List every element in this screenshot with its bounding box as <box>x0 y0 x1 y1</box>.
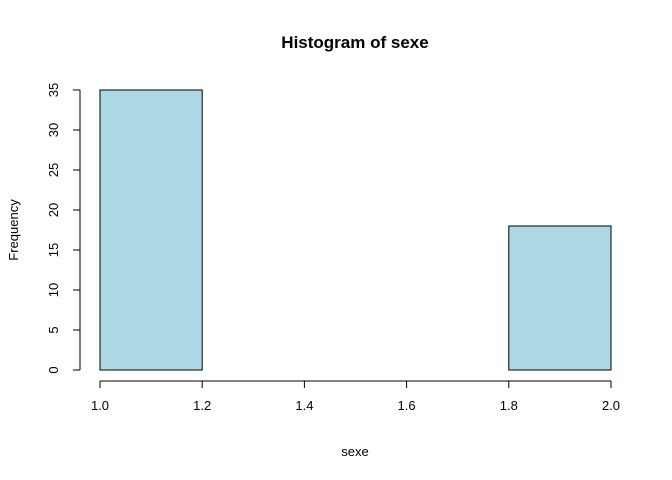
y-tick-label-2: 10 <box>46 283 61 297</box>
x-tick-label-1: 1.2 <box>193 398 211 413</box>
y-tick-label-1: 5 <box>46 326 61 333</box>
x-tick-label-3: 1.6 <box>398 398 416 413</box>
x-tick-label-5: 2.0 <box>602 398 620 413</box>
histogram-bar-4 <box>508 225 612 371</box>
histogram-bar-0 <box>99 89 203 371</box>
y-tick-label-6: 30 <box>46 123 61 137</box>
chart-title: Histogram of sexe <box>281 33 428 52</box>
y-tick-label-5: 25 <box>46 163 61 177</box>
y-tick-label-0: 0 <box>46 366 61 373</box>
x-axis: 1.0 1.2 1.4 1.6 1.8 2.0 <box>91 380 620 413</box>
x-axis-label: sexe <box>341 444 368 459</box>
x-tick-label-0: 1.0 <box>91 398 109 413</box>
bars-group <box>99 89 612 371</box>
x-tick-label-2: 1.4 <box>295 398 313 413</box>
y-tick-label-4: 20 <box>46 203 61 217</box>
y-tick-label-7: 35 <box>46 83 61 97</box>
y-tick-label-3: 15 <box>46 243 61 257</box>
y-axis: 0 5 10 15 20 25 30 35 <box>46 83 81 374</box>
x-tick-label-4: 1.8 <box>500 398 518 413</box>
y-axis-label: Frequency <box>6 199 21 261</box>
